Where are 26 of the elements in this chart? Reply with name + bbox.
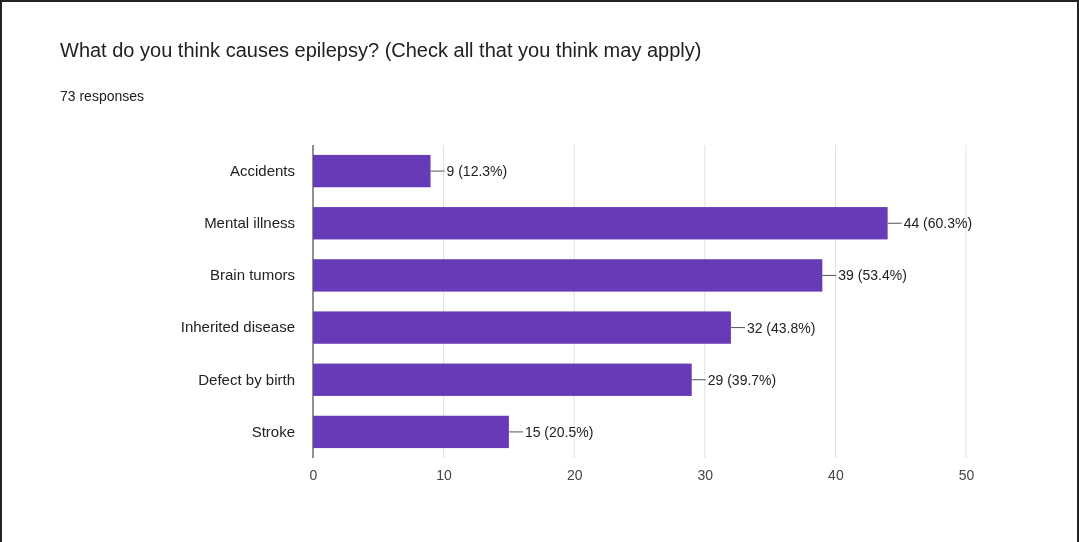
data-label: 15 (20.5%) — [524, 423, 594, 440]
x-tick-label: 0 — [309, 466, 318, 483]
y-tick-label: Brain tumors — [209, 266, 295, 284]
data-label: 29 (39.7%) — [707, 371, 777, 388]
bar — [313, 259, 823, 292]
bar — [313, 154, 431, 188]
chart-title: What do you think causes epilepsy? (Check all that you think may apply) — [60, 39, 702, 61]
y-tick-label: Defect by birth — [198, 370, 295, 388]
bar — [313, 363, 692, 396]
y-tick-label: Accidents — [229, 161, 295, 179]
x-tick-label: 20 — [566, 466, 583, 483]
x-tick-label: 10 — [436, 466, 453, 483]
bar — [313, 415, 509, 449]
y-tick-label: Stroke — [251, 422, 295, 440]
x-tick-label: 30 — [697, 466, 714, 483]
bar — [313, 207, 888, 240]
y-tick-label: Inherited disease — [180, 318, 295, 336]
data-label: 44 (60.3%) — [903, 215, 973, 232]
x-tick-label: 40 — [828, 466, 844, 483]
y-tick-label: Mental illness — [204, 214, 295, 232]
data-label: 39 (53.4%) — [838, 267, 907, 284]
bar — [313, 311, 731, 344]
text: 73 responses — [60, 88, 145, 104]
data-label: 9 (12.3%) — [446, 163, 508, 180]
data-label: 32 (43.8%) — [746, 319, 816, 336]
x-tick-label: 50 — [958, 466, 975, 483]
